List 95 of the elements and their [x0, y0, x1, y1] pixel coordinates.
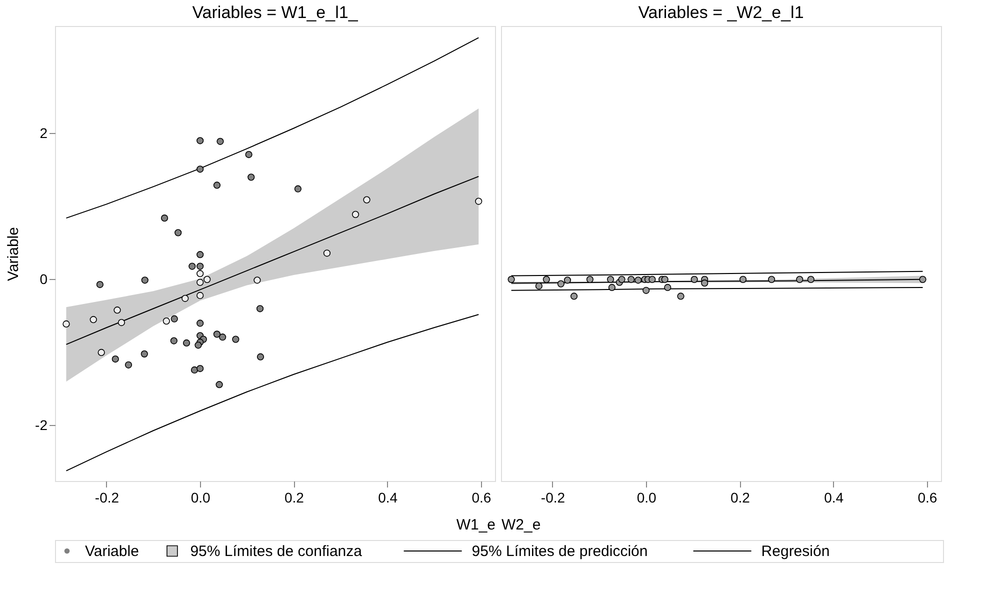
point	[475, 198, 482, 205]
chart-title: Variables = W1_e_l1_	[192, 3, 358, 22]
point	[162, 318, 170, 325]
x-tick-label: 0.0	[190, 490, 211, 506]
point	[570, 292, 578, 300]
point	[62, 320, 70, 328]
point	[606, 276, 614, 283]
point	[690, 276, 698, 283]
point	[564, 276, 572, 284]
point	[196, 262, 204, 270]
x-axis-title: W1_e	[456, 516, 496, 534]
point	[140, 350, 148, 358]
point	[174, 229, 182, 236]
x-tick-label: -0.2	[94, 490, 120, 506]
point	[796, 276, 804, 283]
point	[294, 185, 302, 192]
point	[219, 334, 226, 341]
point	[182, 294, 189, 302]
y-axis-title: Variable	[5, 227, 22, 281]
point	[352, 210, 360, 218]
point	[363, 196, 370, 204]
point	[112, 355, 119, 363]
x-tick-label: 0.6	[472, 490, 492, 506]
point	[256, 353, 264, 360]
point	[196, 292, 204, 300]
point	[256, 305, 264, 312]
point	[634, 276, 642, 284]
point	[118, 318, 126, 326]
point	[196, 320, 204, 327]
point	[196, 278, 204, 286]
point	[542, 276, 550, 283]
point	[661, 276, 668, 283]
point	[160, 214, 168, 222]
point	[807, 276, 814, 283]
point	[204, 276, 211, 283]
point	[196, 166, 204, 173]
point	[216, 381, 223, 388]
point	[216, 138, 224, 145]
line-series	[66, 176, 480, 345]
point	[768, 276, 776, 283]
point	[141, 276, 148, 284]
point	[508, 276, 515, 283]
point	[213, 330, 221, 338]
y-tick-label: 2	[40, 124, 48, 141]
point	[124, 361, 132, 368]
point	[190, 366, 198, 374]
text: 95% Límites de confianza	[190, 543, 363, 560]
point	[739, 276, 747, 283]
legend-label: 95% Límites de predicción	[472, 543, 648, 560]
point	[608, 284, 616, 292]
point	[90, 316, 97, 324]
y-tick-label: -2	[35, 416, 48, 433]
point	[98, 348, 105, 356]
point	[254, 276, 261, 284]
point	[628, 276, 635, 283]
x-tick-label: 0.4	[378, 490, 398, 506]
x-tick-label: 0.6	[918, 490, 938, 506]
point	[196, 364, 204, 372]
point	[586, 276, 594, 283]
point	[196, 137, 204, 144]
point	[213, 182, 221, 189]
point	[557, 280, 564, 288]
point	[248, 174, 255, 181]
point	[182, 339, 190, 347]
point	[664, 284, 672, 292]
x-axis-title: W2_e	[502, 516, 541, 534]
point	[618, 276, 626, 283]
x-tick-label: 0.2	[284, 490, 304, 506]
point	[196, 270, 204, 278]
line-series	[66, 314, 480, 472]
point	[96, 280, 104, 288]
point	[232, 336, 240, 343]
line-series	[66, 37, 480, 219]
point	[919, 276, 926, 283]
legend-label: Regresión	[761, 543, 830, 560]
point	[196, 251, 204, 258]
point	[188, 262, 196, 270]
point	[114, 306, 121, 314]
point	[170, 315, 178, 322]
point	[535, 282, 542, 290]
point	[677, 292, 684, 300]
x-tick-label: -0.2	[540, 490, 566, 506]
y-tick-label: 0	[40, 270, 48, 287]
point	[648, 276, 656, 283]
point	[194, 342, 202, 349]
x-tick-label: 0.4	[824, 490, 844, 506]
legend-label: Variable	[85, 543, 139, 560]
x-tick-label: 0.2	[730, 490, 750, 506]
point	[170, 337, 178, 344]
chart-title: Variables = _W2_e_l1	[638, 3, 804, 22]
point	[642, 286, 650, 294]
point	[701, 280, 708, 287]
point	[245, 150, 252, 158]
x-tick-label: 0.0	[636, 490, 657, 506]
point	[323, 250, 331, 257]
